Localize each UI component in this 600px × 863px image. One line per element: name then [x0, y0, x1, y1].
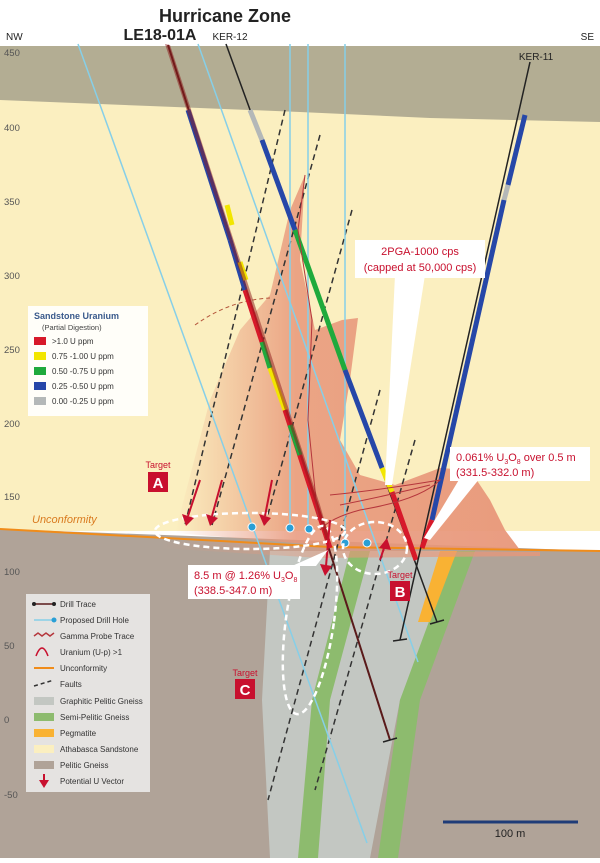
elevation-tick: 0	[4, 715, 9, 726]
title-line-1: Hurricane Zone	[159, 6, 291, 26]
result-c-line1: 8.5 m @ 1.26% U3O8	[194, 570, 297, 584]
uranium-peak-icon	[35, 647, 49, 657]
sandstone-swatch	[34, 745, 54, 753]
elevation-axis: 450 400 350 300 250 200 150 100 50 0 -50	[4, 48, 20, 801]
svg-text:C: C	[240, 682, 251, 699]
fault-icon	[33, 679, 55, 687]
semi-pelitic-gneiss-band-1	[298, 551, 370, 858]
sandstone-legend-subtitle: (Partial Digestion)	[42, 323, 102, 332]
elevation-tick: 450	[4, 48, 20, 59]
elevation-tick: 50	[4, 641, 15, 652]
drill-end-caps	[382, 619, 445, 743]
gamma-trace-icon	[33, 632, 55, 637]
alteration-dashed-edge	[194, 297, 271, 326]
orientation-se: SE	[581, 32, 595, 43]
sandstone-legend-title: Sandstone Uranium	[34, 311, 119, 321]
hole-label-ker11: KER-11	[519, 52, 554, 63]
legend-label: Uranium (U-p) >1	[60, 648, 123, 657]
sandstone-legend-item: >1.0 U ppm	[52, 337, 94, 346]
proposed-hole-points	[247, 522, 372, 548]
elevation-tick: 350	[4, 197, 20, 208]
graphitic-swatch	[34, 697, 54, 705]
svg-text:Target: Target	[232, 668, 258, 678]
probe-callout-line2: (capped at 50,000 cps)	[364, 262, 477, 274]
pegmatite-zone	[418, 551, 457, 622]
scale-bar: 100 m	[443, 820, 578, 840]
legend-label: Faults	[60, 680, 82, 689]
proposed-drill-holes	[77, 43, 419, 844]
sandstone-legend-item: 0.50 -0.75 U ppm	[52, 367, 114, 376]
result-b-line1: 0.061% U3O8 over 0.5 m	[456, 452, 576, 466]
scale-bar-label: 100 m	[495, 828, 526, 840]
sandstone-legend-item: 0.25 -0.50 U ppm	[52, 382, 114, 391]
hole-label-ker12: KER-12	[212, 32, 247, 43]
legend-label: Pelitic Gneiss	[60, 761, 108, 770]
sandstone-legend-item: 0.00 -0.25 U ppm	[52, 397, 114, 406]
potential-u-vectors	[182, 479, 391, 576]
elevation-tick: 100	[4, 567, 20, 578]
svg-text:Target: Target	[145, 460, 171, 470]
callout-result-c: 8.5 m @ 1.26% U3O8 (338.5-347.0 m)	[188, 550, 328, 599]
red-arrow-icon	[39, 774, 49, 788]
elevation-tick: 150	[4, 492, 20, 503]
elevation-tick: 200	[4, 419, 20, 430]
target-c-label: Target C	[232, 668, 258, 699]
sandstone-uranium-legend: Sandstone Uranium (Partial Digestion) >1…	[28, 306, 148, 416]
legend-label: Unconformity	[60, 664, 107, 673]
svg-text:A: A	[153, 475, 164, 492]
semi-pelitic-gneiss-band-2	[378, 551, 475, 858]
target-b-label: Target B	[387, 570, 413, 601]
svg-text:B: B	[395, 584, 406, 601]
unconformity-label: Unconformity	[32, 514, 98, 526]
faults	[184, 109, 416, 801]
elevation-tick: 400	[4, 123, 20, 134]
callout-result-b: 0.061% U3O8 over 0.5 m (331.5-332.0 m)	[424, 447, 590, 540]
svg-text:Target: Target	[387, 570, 413, 580]
callout-probe: 2PGA-1000 cps (capped at 50,000 cps)	[355, 240, 485, 485]
alteration-halo	[175, 175, 520, 550]
legend-label: Drill Trace	[60, 600, 97, 609]
overburden-layer	[0, 46, 600, 122]
elevation-tick: 300	[4, 271, 20, 282]
gamma-probe-trace-le18	[165, 44, 330, 540]
elevation-tick: -50	[4, 790, 18, 801]
alteration-base	[160, 540, 540, 558]
main-legend: Drill Trace Proposed Drill Hole Gamma Pr…	[26, 594, 150, 792]
legend-label: Potential U Vector	[60, 777, 124, 786]
gamma-probe-traces	[297, 174, 442, 531]
legend-label: Semi-Pelitic Gneiss	[60, 713, 129, 722]
sandstone-legend-item: 0.75 -1.00 U ppm	[52, 352, 114, 361]
elevation-tick: 250	[4, 345, 20, 356]
legend-label: Gamma Probe Trace	[60, 632, 135, 641]
legend-label: Graphitic Pelitic Gneiss	[60, 697, 143, 706]
target-outlines	[153, 511, 409, 716]
legend-label: Athabasca Sandstone	[60, 745, 139, 754]
orientation-nw: NW	[6, 32, 23, 43]
legend-label: Pegmatite	[60, 729, 97, 738]
probe-callout-line1: 2PGA-1000 cps	[381, 246, 459, 258]
result-c-line2: (338.5-347.0 m)	[194, 585, 272, 597]
target-a-label: Target A	[145, 460, 171, 492]
drill-trace-icon	[32, 602, 56, 606]
pelitic-swatch	[34, 761, 54, 769]
title-line-2: LE18-01A	[124, 27, 197, 44]
pegmatite-swatch	[34, 729, 54, 737]
proposed-hole-icon	[34, 617, 57, 623]
semi-pelitic-swatch	[34, 713, 54, 721]
result-b-line2: (331.5-332.0 m)	[456, 467, 534, 479]
legend-label: Proposed Drill Hole	[60, 616, 129, 625]
